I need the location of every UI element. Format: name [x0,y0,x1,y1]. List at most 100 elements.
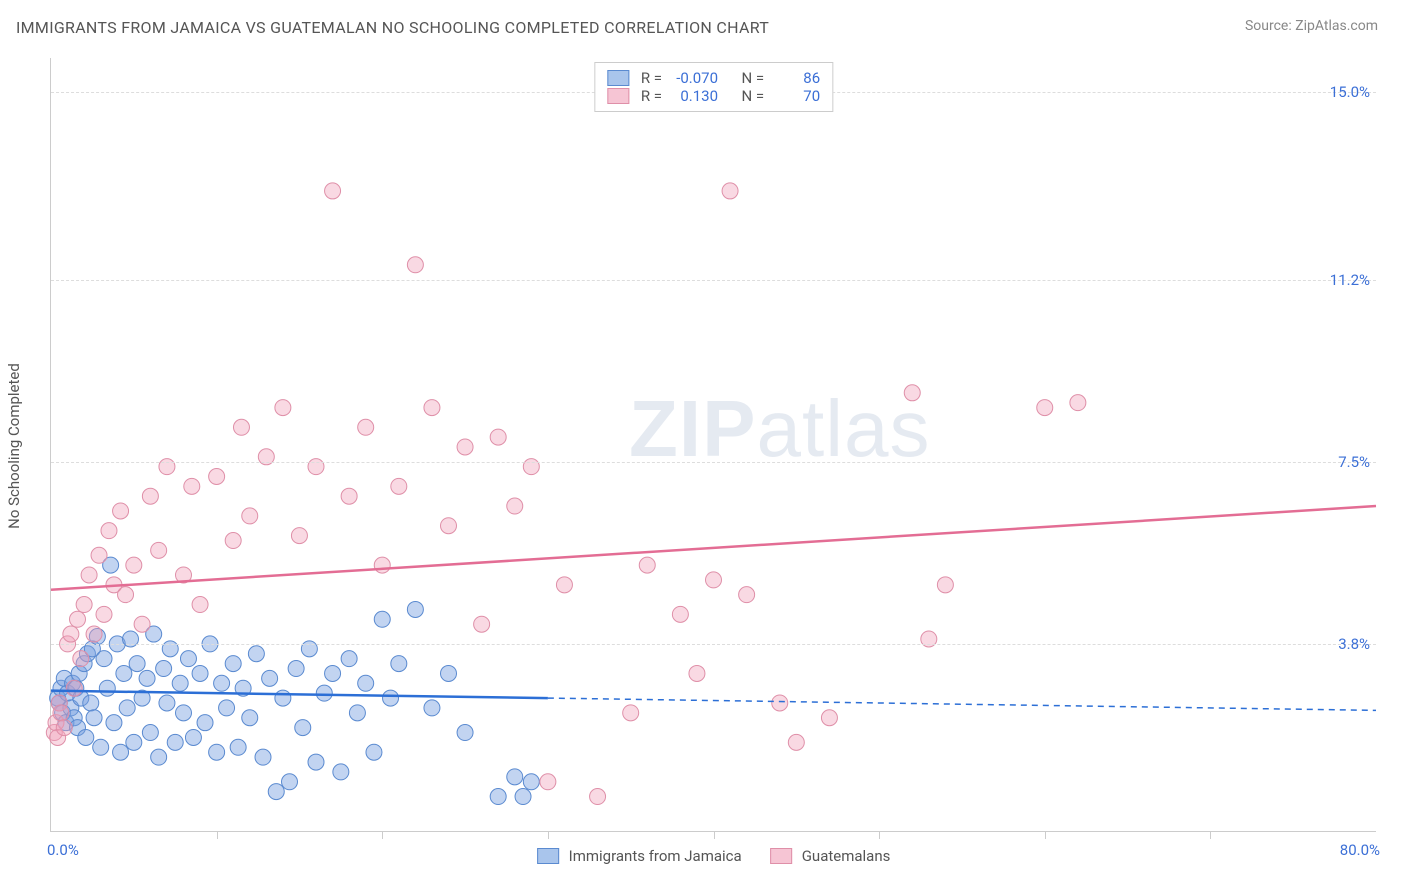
data-point [275,690,291,706]
regression-line [51,691,548,698]
data-point [96,651,112,667]
data-point [282,774,298,790]
x-max-label: 80.0% [1340,841,1380,859]
data-point [904,385,920,401]
source-link[interactable]: ZipAtlas.com [1295,18,1378,34]
regression-line-dashed [548,698,1376,710]
data-point [308,754,324,770]
data-point [275,400,291,416]
data-point [248,646,264,662]
series-legend: Immigrants from Jamaica Guatemalans [537,847,891,865]
data-point [490,429,506,445]
data-point [507,769,523,785]
data-point [151,749,167,765]
data-point [937,577,953,593]
data-point [129,656,145,672]
n-value-0: 86 [772,69,820,87]
data-point [590,789,606,805]
data-point [706,572,722,588]
data-point [197,715,213,731]
data-point [214,675,230,691]
data-point [349,705,365,721]
y-tick-label: 3.8% [1338,635,1370,653]
n-value-1: 70 [772,87,820,105]
data-point [113,744,129,760]
data-point [119,700,135,716]
legend-swatch-0 [607,70,629,86]
legend-swatch-bottom-0 [537,848,559,864]
chart-title: IMMIGRANTS FROM JAMAICA VS GUATEMALAN NO… [16,18,769,37]
data-point [457,439,473,455]
data-point [167,734,183,750]
data-point [639,557,655,573]
x-tick [382,831,383,839]
data-point [159,695,175,711]
y-tick-label: 11.2% [1330,271,1370,289]
legend-label-0: Immigrants from Jamaica [569,847,742,865]
legend-row-series-1: R = 0.130 N = 70 [607,87,820,105]
correlation-legend: R = -0.070 N = 86 R = 0.130 N = 70 [594,62,833,112]
data-point [316,685,332,701]
data-point [225,533,241,549]
x-tick [548,831,549,839]
source-label: Source: [1245,18,1292,34]
data-point [821,710,837,726]
data-point [73,651,89,667]
data-point [722,183,738,199]
data-point [788,734,804,750]
data-point [96,606,112,622]
r-value-0: -0.070 [670,69,718,87]
data-point [540,774,556,790]
data-point [118,587,134,603]
data-point [116,665,132,681]
data-point [424,700,440,716]
data-point [83,695,99,711]
data-point [523,774,539,790]
data-point [288,661,304,677]
data-point [56,720,72,736]
n-label: N = [742,87,765,105]
data-point [86,626,102,642]
data-point [172,675,188,691]
x-tick [1210,831,1211,839]
data-point [242,508,258,524]
data-point [358,675,374,691]
data-point [333,764,349,780]
data-point [391,478,407,494]
data-point [192,597,208,613]
gridline [51,280,1376,281]
y-tick-label: 7.5% [1338,453,1370,471]
data-point [76,597,92,613]
data-point [407,601,423,617]
data-point [180,651,196,667]
data-point [325,183,341,199]
data-point [556,577,572,593]
data-point [1070,395,1086,411]
data-point [325,665,341,681]
data-point [441,665,457,681]
data-point [255,749,271,765]
data-point [139,670,155,686]
data-point [291,528,307,544]
data-point [142,725,158,741]
gridline [51,462,1376,463]
data-point [101,523,117,539]
gridline [51,644,1376,645]
data-point [295,720,311,736]
data-point [63,626,79,642]
data-point [1037,400,1053,416]
data-point [184,478,200,494]
data-point [772,695,788,711]
data-point [225,656,241,672]
data-point [457,725,473,741]
data-point [672,606,688,622]
data-point [99,680,115,696]
x-min-label: 0.0% [47,841,79,859]
data-point [341,488,357,504]
data-point [81,567,97,583]
plot-area: ZIPatlas R = -0.070 N = 86 R = 0.130 N =… [50,58,1376,832]
data-point [86,710,102,726]
x-tick [879,831,880,839]
data-point [176,705,192,721]
data-point [242,710,258,726]
